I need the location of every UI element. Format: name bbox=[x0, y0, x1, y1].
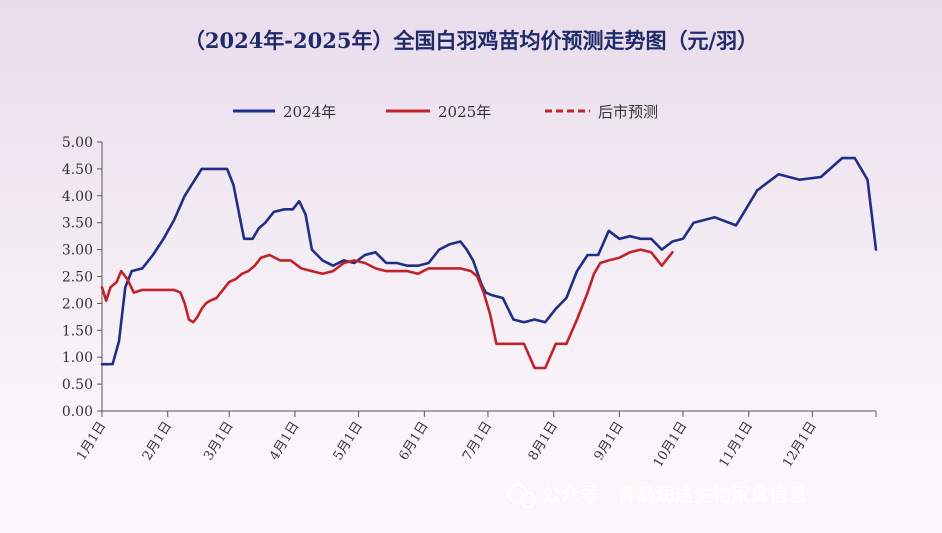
legend-label-2024: 2024年 bbox=[283, 103, 336, 121]
x-tick-label: 9月1日 bbox=[592, 419, 627, 463]
series-line-0 bbox=[100, 156, 878, 366]
y-tick-label: 1.00 bbox=[62, 350, 93, 366]
legend-label-forecast: 后市预测 bbox=[598, 103, 658, 121]
y-tick-label: 0.50 bbox=[62, 377, 93, 393]
legend: 2024年 2025年 后市预测 bbox=[233, 103, 658, 121]
x-tick-label: 7月1日 bbox=[460, 419, 495, 463]
x-tick-label: 1月1日 bbox=[74, 419, 109, 463]
series-layer bbox=[100, 156, 878, 370]
y-tick-label: 1.50 bbox=[62, 323, 93, 339]
x-tick-label: 12月1日 bbox=[780, 419, 820, 470]
y-tick-label: 0.00 bbox=[62, 404, 93, 420]
wechat-icon bbox=[508, 484, 536, 508]
x-tick-label: 5月1日 bbox=[331, 419, 366, 463]
x-tick-label: 8月1日 bbox=[526, 419, 561, 463]
legend-item-2024: 2024年 bbox=[233, 103, 336, 121]
series-line-1 bbox=[100, 248, 674, 370]
legend-label-2025: 2025年 bbox=[438, 103, 491, 121]
y-tick-label: 2.50 bbox=[62, 270, 93, 286]
y-tick-label: 4.00 bbox=[62, 189, 93, 205]
watermark-text: 公众号 · 青岛润达生物家禽信息 bbox=[542, 484, 807, 506]
legend-item-forecast: 后市预测 bbox=[545, 103, 658, 121]
y-tick-label: 4.50 bbox=[62, 162, 93, 178]
x-tick-label: 4月1日 bbox=[267, 419, 302, 463]
x-tick-label: 3月1日 bbox=[201, 419, 236, 463]
y-tick-label: 3.50 bbox=[62, 216, 93, 232]
watermark: 公众号 · 青岛润达生物家禽信息 bbox=[508, 484, 807, 508]
x-tick-label: 2月1日 bbox=[140, 419, 175, 463]
chart-title: （2024年-2025年）全国白羽鸡苗均价预测走势图（元/羽） bbox=[184, 28, 758, 53]
y-tick-label: 5.00 bbox=[62, 135, 93, 151]
y-tick-label: 3.00 bbox=[62, 243, 93, 259]
x-tick-label: 6月1日 bbox=[396, 419, 431, 463]
x-tick-label: 11月1日 bbox=[717, 419, 757, 470]
legend-item-2025: 2025年 bbox=[386, 103, 491, 121]
y-tick-label: 2.00 bbox=[62, 296, 93, 312]
x-tick-label: 10月1日 bbox=[651, 419, 691, 470]
